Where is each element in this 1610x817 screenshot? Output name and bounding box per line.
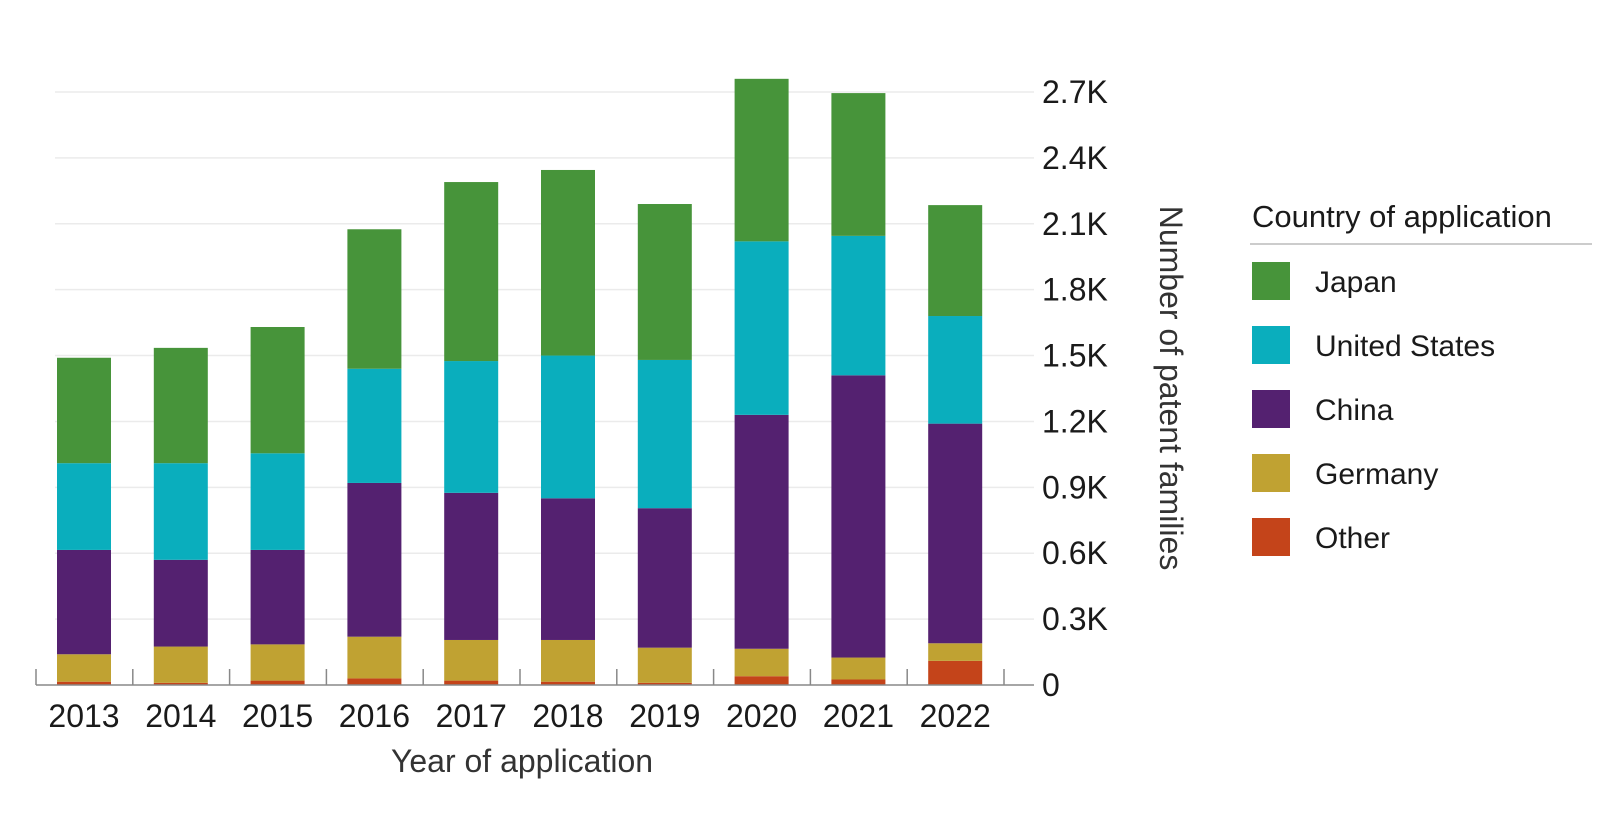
bar-segment-germany bbox=[153, 646, 208, 683]
bar-segment-united-states bbox=[928, 316, 983, 424]
legend-swatch-germany bbox=[1252, 454, 1290, 492]
x-tick-labels: 2013 2014 2015 2016 2017 2018 2019 2020 2021 2022 bbox=[48, 698, 990, 734]
legend-label: United States bbox=[1315, 330, 1495, 363]
bar-segment-japan bbox=[444, 182, 499, 362]
bar-segment-china bbox=[444, 492, 499, 640]
bar-segment-japan bbox=[250, 327, 305, 454]
bar-segment-united-states bbox=[541, 355, 595, 499]
y-tick-label: 2.7K bbox=[1042, 74, 1108, 110]
bar-segment-united-states bbox=[734, 241, 789, 415]
legend-swatch-japan bbox=[1252, 262, 1290, 300]
y-tick-label: 0.6K bbox=[1042, 535, 1108, 571]
legend-swatch-united-states bbox=[1252, 326, 1290, 364]
y-tick-label: 1.5K bbox=[1042, 338, 1108, 374]
legend-items: Japan United States China Germany Other bbox=[1252, 262, 1495, 556]
y-tick-label: 2.4K bbox=[1042, 140, 1108, 176]
legend-swatch-china bbox=[1252, 390, 1290, 428]
legend-swatch-other bbox=[1252, 518, 1290, 556]
bar-segment-other bbox=[347, 678, 402, 685]
bar-segment-china bbox=[637, 508, 692, 648]
x-tick-label: 2021 bbox=[823, 698, 894, 734]
x-tick-label: 2017 bbox=[436, 698, 507, 734]
legend-label: Other bbox=[1315, 522, 1390, 555]
legend-label: China bbox=[1315, 394, 1394, 427]
bar-segment-japan bbox=[57, 357, 111, 464]
y-tick-label: 0 bbox=[1042, 667, 1060, 703]
x-axis bbox=[35, 669, 1034, 686]
bar-segment-japan bbox=[734, 78, 789, 242]
bar-segment-germany bbox=[541, 639, 595, 682]
bar-segment-china bbox=[734, 414, 789, 649]
bar-segment-china bbox=[928, 423, 983, 644]
bar-segment-germany bbox=[347, 636, 402, 679]
bar-segment-germany bbox=[250, 644, 305, 681]
x-tick-label: 2013 bbox=[48, 698, 119, 734]
y-tick-label: 2.1K bbox=[1042, 206, 1108, 242]
bar-segment-other bbox=[928, 660, 983, 685]
x-tick-label: 2018 bbox=[532, 698, 603, 734]
bar-segment-china bbox=[57, 549, 111, 655]
bar-segment-germany bbox=[637, 647, 692, 683]
x-tick-label: 2020 bbox=[726, 698, 797, 734]
bar-segment-united-states bbox=[444, 361, 499, 493]
bar-segment-united-states bbox=[347, 368, 402, 483]
bar-segment-japan bbox=[637, 204, 692, 360]
bar-segment-united-states bbox=[153, 463, 208, 560]
bar-segment-china bbox=[831, 375, 886, 658]
legend-label: Germany bbox=[1315, 458, 1438, 491]
bar-segment-other bbox=[541, 681, 595, 685]
bar-segment-other bbox=[250, 680, 305, 685]
bar-segment-other bbox=[444, 680, 499, 685]
bar-segment-japan bbox=[153, 347, 208, 464]
bar-segment-germany bbox=[444, 639, 499, 681]
y-tick-label: 1.2K bbox=[1042, 403, 1108, 439]
bar-segment-united-states bbox=[57, 463, 111, 550]
x-tick-label: 2022 bbox=[920, 698, 991, 734]
bar-segment-other bbox=[57, 681, 111, 685]
legend-label: Japan bbox=[1315, 266, 1397, 299]
y-tick-label: 1.8K bbox=[1042, 272, 1108, 308]
legend: Country of application Japan United State… bbox=[1250, 199, 1592, 556]
bar-segment-germany bbox=[57, 654, 111, 682]
y-tick-label: 0.9K bbox=[1042, 469, 1108, 505]
bar-segment-other bbox=[637, 682, 692, 685]
bar-segment-china bbox=[347, 482, 402, 637]
bar-segment-japan bbox=[831, 93, 886, 236]
y-tick-labels: 0 0.3K 0.6K 0.9K 1.2K 1.5K 1.8K 2.1K 2.4K 2.7K bbox=[1042, 74, 1108, 703]
bar-segment-germany bbox=[928, 643, 983, 661]
y-axis-title: Number of patent families bbox=[1153, 206, 1189, 571]
bars bbox=[57, 78, 983, 685]
bar-segment-united-states bbox=[250, 453, 305, 550]
x-tick-label: 2019 bbox=[629, 698, 700, 734]
legend-title: Country of application bbox=[1252, 199, 1552, 234]
x-tick-label: 2014 bbox=[145, 698, 216, 734]
bar-segment-other bbox=[734, 676, 789, 685]
bar-segment-japan bbox=[347, 229, 402, 369]
bar-segment-germany bbox=[734, 648, 789, 677]
bar-segment-united-states bbox=[637, 359, 692, 509]
bar-segment-japan bbox=[928, 205, 983, 317]
bar-segment-china bbox=[541, 498, 595, 640]
bar-segment-other bbox=[831, 679, 886, 685]
x-tick-label: 2015 bbox=[242, 698, 313, 734]
bar-segment-united-states bbox=[831, 235, 886, 376]
bar-segment-japan bbox=[541, 169, 595, 356]
y-tick-label: 0.3K bbox=[1042, 601, 1108, 637]
bar-segment-germany bbox=[831, 657, 886, 680]
bar-segment-china bbox=[153, 559, 208, 647]
bar-segment-china bbox=[250, 549, 305, 645]
x-tick-label: 2016 bbox=[339, 698, 410, 734]
x-axis-title: Year of application bbox=[391, 743, 653, 779]
bar-segment-other bbox=[153, 682, 208, 685]
